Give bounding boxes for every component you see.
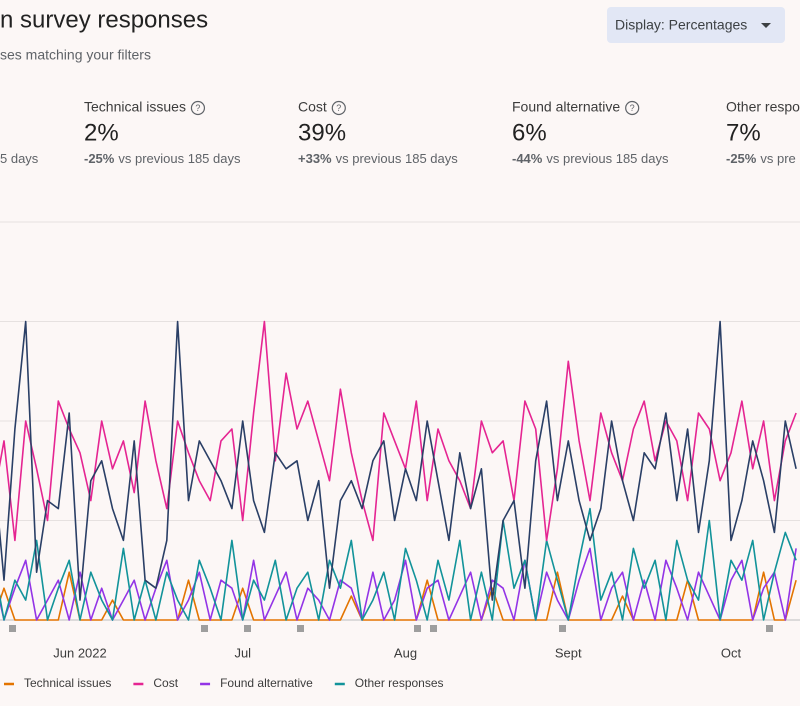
metric-value: 2% — [84, 119, 119, 146]
metric-comparison: 5 days — [0, 151, 39, 166]
metric-label: Found alternative — [512, 99, 620, 115]
marker — [766, 625, 773, 632]
metric-value: 7% — [726, 119, 761, 146]
metric-comparison: +33% vs previous 185 days — [298, 151, 458, 166]
help-mark: ? — [630, 103, 635, 113]
marker — [414, 625, 421, 632]
metric-comparison: -25% vs pre — [726, 151, 796, 166]
metric-delta: +33% — [298, 151, 332, 166]
help-icon — [331, 100, 346, 116]
comparison-text: vs pre — [760, 151, 795, 166]
series-line — [0, 507, 797, 621]
series-line — [0, 547, 797, 621]
annotation-markers — [9, 625, 773, 632]
button-bg[interactable] — [607, 7, 785, 43]
marker — [430, 625, 437, 632]
comparison-text: vs previous 185 days — [118, 151, 241, 166]
metric-comparison: -44% vs previous 185 days — [512, 151, 669, 166]
legend-label: Other responses — [355, 676, 444, 690]
metric-value: 39% — [298, 119, 346, 146]
metric-label: Cost — [298, 99, 327, 115]
legend-label: Technical issues — [24, 676, 111, 690]
caret[interactable] — [761, 23, 771, 28]
comparison-text: 5 days — [0, 151, 39, 166]
marker — [9, 625, 16, 632]
x-tick-label: Oct — [721, 645, 742, 660]
series-line — [0, 320, 797, 601]
marker — [559, 625, 566, 632]
metric-value: 6% — [512, 119, 547, 146]
help-mark: ? — [336, 103, 341, 113]
page-subtitle: ses matching your filters — [0, 47, 151, 63]
marker — [244, 625, 251, 632]
help-icon — [625, 100, 640, 116]
chart: Jun 2022 Jul Aug Sept Oct — [0, 221, 800, 660]
help-icon — [190, 100, 206, 116]
button-label[interactable]: Display: Percentages — [615, 17, 747, 33]
x-tick-label: Jul — [234, 645, 251, 660]
marker — [201, 625, 208, 632]
metric-delta: -25% — [726, 151, 757, 166]
display-button[interactable]: Display: Percentages — [607, 7, 785, 43]
metric-delta: -44% — [512, 151, 543, 166]
comparison-text: vs previous 185 days — [336, 151, 459, 166]
help-mark: ? — [195, 103, 200, 113]
metric-label: Other respo — [726, 99, 800, 115]
metric-delta: -25% — [84, 151, 115, 166]
x-tick-label: Aug — [394, 645, 417, 660]
x-tick-label: Sept — [555, 645, 582, 660]
metric-label: Technical issues — [84, 99, 186, 115]
comparison-text: vs previous 185 days — [546, 151, 669, 166]
legend-label: Found alternative — [220, 676, 313, 690]
metric-comparison: -25% vs previous 185 days — [84, 151, 241, 166]
legend-label: Cost — [153, 676, 178, 690]
x-tick-label: Jun 2022 — [53, 645, 107, 660]
legend: Technical issues Cost Found alternative Oth… — [4, 676, 444, 690]
marker — [297, 625, 304, 632]
page-title: n survey responses — [0, 6, 208, 33]
